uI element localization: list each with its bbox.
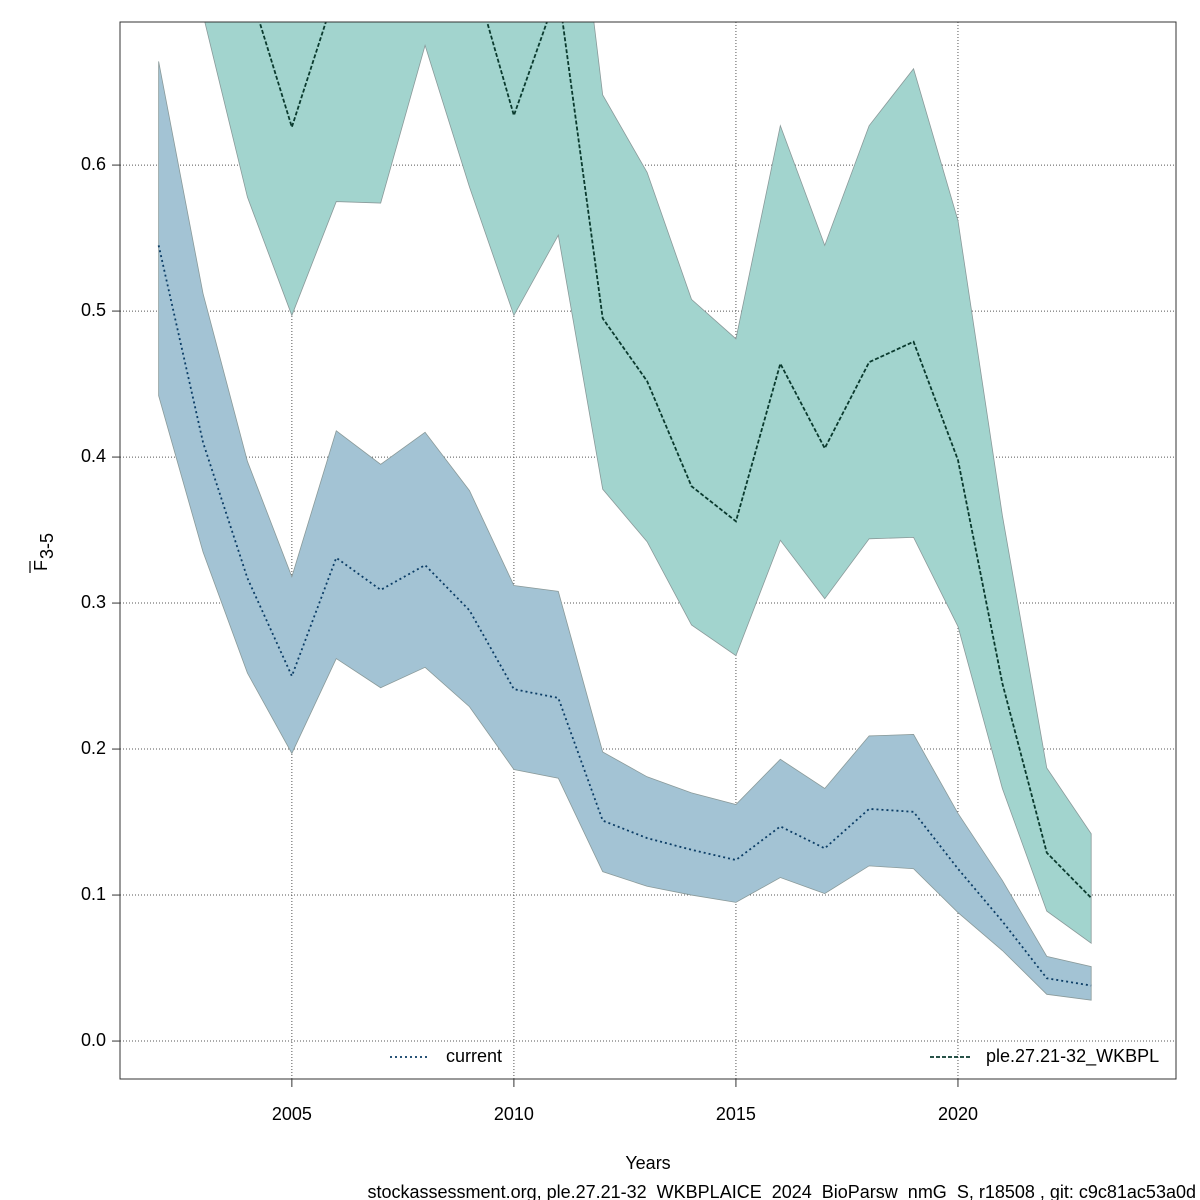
y-tick-label: 0.5: [81, 300, 106, 320]
y-tick-label: 0.6: [81, 154, 106, 174]
series-line: [157, 245, 1092, 987]
y-axis-label-sub: 3-5: [37, 533, 57, 559]
legend-label: current: [446, 1046, 502, 1066]
y-axis-label-main: F: [31, 560, 51, 571]
y-tick-label: 0.4: [81, 446, 106, 466]
x-axis-label: Years: [625, 1153, 670, 1173]
footer: stockassessment.org, ple.27.21-32_WKBPLA…: [368, 1182, 1196, 1200]
y-axis-label: F 3-5: [29, 533, 57, 573]
x-tick-label: 2010: [494, 1104, 534, 1124]
legend-label: ple.27.21-32_WKBPL: [986, 1046, 1159, 1067]
y-tick-label: 0.1: [81, 884, 106, 904]
y-tick-label: 0.2: [81, 738, 106, 758]
x-tick-label: 2020: [938, 1104, 978, 1124]
x-tick-label: 2005: [272, 1104, 312, 1124]
confidence-band: [158, 61, 1092, 1001]
x-tick-label: 2015: [716, 1104, 756, 1124]
plot-frame: [119, 21, 1177, 1080]
y-tick-label: 0.3: [81, 592, 106, 612]
series-line: [258, 22, 1092, 899]
confidence-band: [204, 22, 1092, 945]
plot-area: [120, 22, 1176, 1079]
y-tick-label: 0.0: [81, 1030, 106, 1050]
